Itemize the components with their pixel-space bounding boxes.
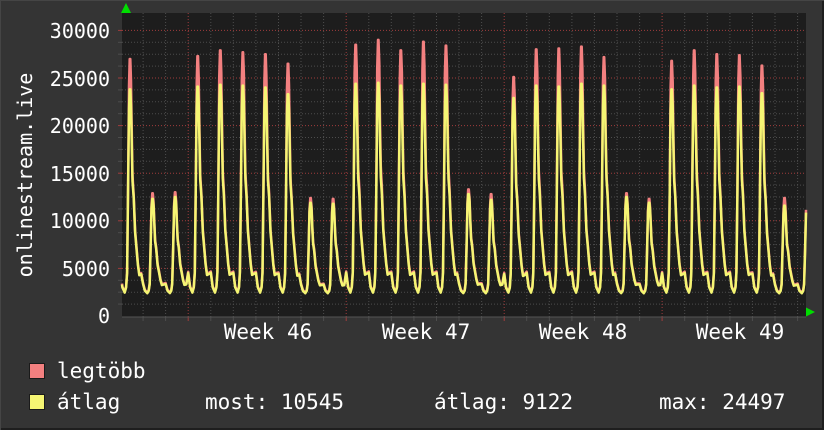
legend-swatch-avg: [29, 394, 45, 410]
legend-label-avg: átlag: [57, 390, 121, 414]
y-tick-label: 5000: [61, 257, 110, 281]
series-avg-line: [120, 81, 808, 295]
stat-max: max: 24497: [659, 390, 786, 414]
ticks-major: [118, 29, 663, 321]
stat-most: most: 10545: [205, 390, 345, 414]
legend-swatch-max: [29, 363, 45, 379]
x-week-label: Week 48: [538, 320, 628, 344]
legend-label-max: legtöbb: [57, 359, 146, 383]
stat-atlag: átlag: 9122: [434, 390, 574, 414]
y-tick-label: 0: [97, 304, 110, 328]
y-tick-label: 30000: [49, 19, 110, 43]
y-tick-label: 15000: [49, 162, 110, 186]
ticks-minor: [118, 41, 799, 321]
x-week-label: Week 49: [695, 320, 785, 344]
x-axis-arrow-icon: [806, 307, 815, 317]
x-week-label: Week 46: [223, 320, 313, 344]
x-week-label: Week 47: [381, 320, 471, 344]
y-tick-label: 25000: [49, 67, 110, 91]
y-tick-label: 20000: [49, 114, 110, 138]
y-axis-arrow-icon: [121, 3, 131, 13]
y-tick-label: 10000: [49, 209, 110, 233]
